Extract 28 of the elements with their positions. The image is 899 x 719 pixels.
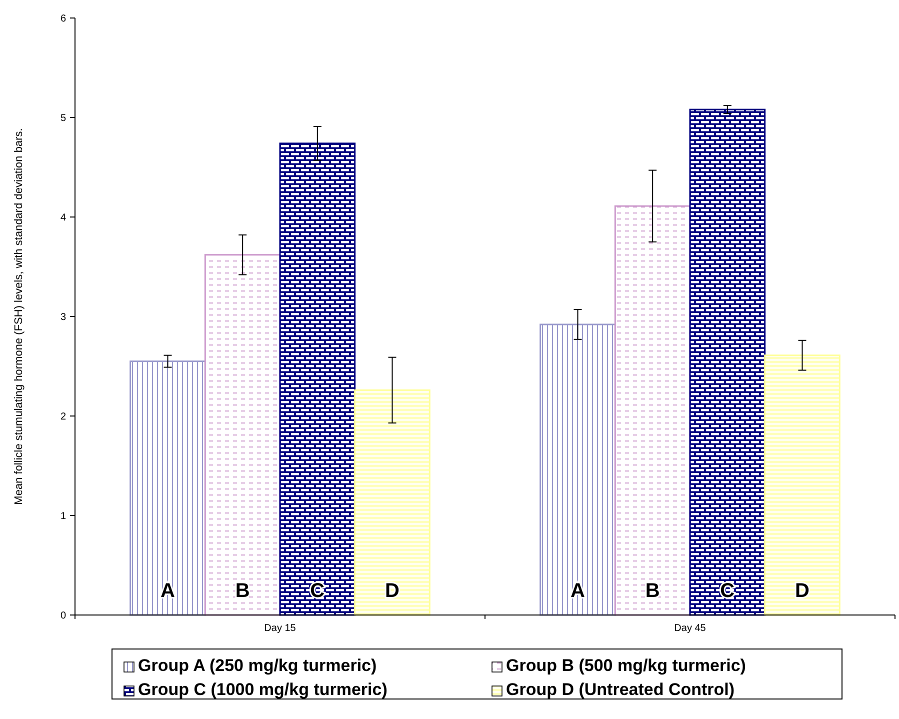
bar xyxy=(540,324,616,616)
bar xyxy=(204,254,281,616)
y-tick-label: 2 xyxy=(60,412,66,422)
y-tick-label: 0 xyxy=(60,610,66,622)
y-tick-label: 5 xyxy=(60,113,66,124)
x-tick-label: Day 15 xyxy=(264,623,296,634)
bar xyxy=(764,354,840,616)
annotation: A xyxy=(570,580,585,602)
legend-label: Group A (250 mg/kg turmeric) xyxy=(138,656,377,675)
annotation: A xyxy=(160,580,175,602)
bar xyxy=(279,142,356,616)
bar xyxy=(354,389,430,616)
annotation: B xyxy=(645,580,660,602)
legend-label: Group D (Untreated Control) xyxy=(506,680,735,699)
legend-label: Group B (500 mg/kg turmeric) xyxy=(506,656,746,675)
y-axis-title: Mean follicle stumulating hormone (FSH) levels, with standard deviation bars. xyxy=(13,128,25,505)
annotation: B xyxy=(235,580,250,602)
bar xyxy=(130,360,206,616)
y-tick-label: 3 xyxy=(60,312,66,323)
legend-label: Group C (1000 mg/kg turmeric) xyxy=(138,680,388,699)
y-tick-label: 4 xyxy=(60,212,66,224)
annotation: D xyxy=(385,580,400,602)
annotation: D xyxy=(795,580,810,602)
x-tick-label: Day 45 xyxy=(674,623,706,634)
bar xyxy=(689,108,766,616)
y-tick-label: 1 xyxy=(60,511,66,522)
bar xyxy=(614,205,691,616)
y-tick-label: 6 xyxy=(60,14,66,24)
